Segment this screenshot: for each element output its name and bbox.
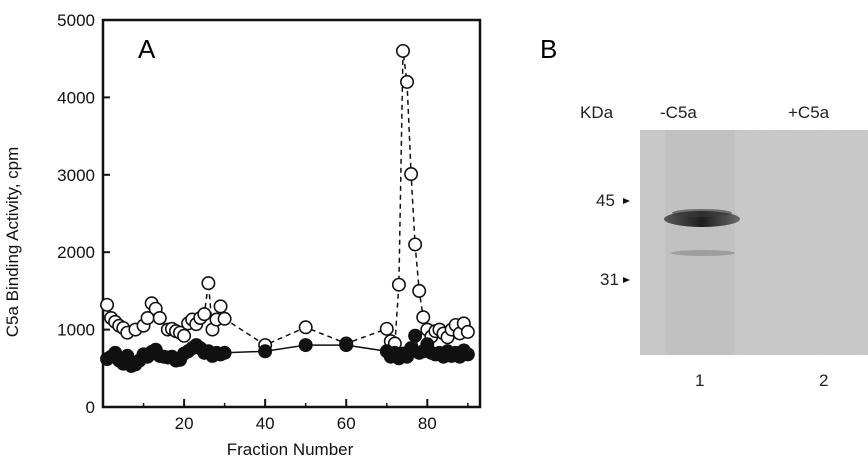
open-circle-point — [218, 313, 230, 325]
panel-b: B KDa -C5a +C5a 45 31 1 2 — [520, 0, 868, 462]
x-axis-title: Fraction Number — [227, 440, 354, 459]
y-tick-label: 2000 — [57, 243, 95, 262]
marker-45-arrow-icon — [623, 198, 630, 204]
filled-circle-point — [259, 345, 271, 357]
open-circle-point — [381, 323, 393, 335]
open-circle-point — [409, 238, 421, 250]
open-circle-point — [417, 311, 429, 323]
kda-label: KDa — [580, 103, 614, 122]
binding-activity-chart: 0 1000 2000 3000 4000 5000 20 40 60 80 A Fraction… — [0, 0, 500, 462]
western-blot-figure: B KDa -C5a +C5a 45 31 1 2 — [520, 0, 868, 462]
open-circle-point — [154, 312, 166, 324]
y-tick-label: 0 — [86, 398, 95, 417]
y-tick-label: 4000 — [57, 88, 95, 107]
open-circle-point — [462, 326, 474, 338]
filled-circle-point — [462, 348, 474, 360]
panel-a-label: A — [138, 34, 156, 64]
marker-31: 31 — [600, 270, 619, 289]
filled-circle-point — [409, 330, 421, 342]
series-open-circles — [101, 45, 474, 352]
dashed-series-line — [107, 51, 468, 345]
open-circle-point — [397, 45, 409, 57]
lane-number-2: 2 — [819, 371, 828, 390]
filled-circle-point — [299, 339, 311, 351]
lane-header-plus-c5a: +C5a — [788, 103, 830, 122]
filled-circle-point — [218, 347, 230, 359]
open-circle-point — [405, 168, 417, 180]
open-circle-point — [413, 285, 425, 297]
y-tick-label: 3000 — [57, 166, 95, 185]
y-tick-label: 1000 — [57, 321, 95, 340]
open-circle-point — [214, 300, 226, 312]
filled-circle-point — [340, 339, 352, 351]
marker-31-arrow-icon — [623, 277, 630, 283]
open-circle-point — [202, 277, 214, 289]
y-tick-label: 5000 — [57, 11, 95, 30]
x-tick-label: 20 — [175, 414, 194, 433]
faint-band-lane-1 — [671, 250, 735, 256]
lane-header-minus-c5a: -C5a — [660, 103, 697, 122]
x-tick-label: 40 — [256, 414, 275, 433]
x-tick-label: 60 — [337, 414, 356, 433]
gel-image — [640, 130, 868, 355]
open-circle-point — [393, 279, 405, 291]
panel-b-label: B — [540, 34, 557, 64]
band-45kda-upper-lane-1 — [672, 209, 732, 217]
open-circle-point — [401, 76, 413, 88]
lane-1-smear — [665, 130, 735, 355]
open-circle-point — [101, 299, 113, 311]
marker-45: 45 — [596, 191, 615, 210]
x-tick-label: 80 — [418, 414, 437, 433]
panel-a: 0 1000 2000 3000 4000 5000 20 40 60 80 A Fraction… — [0, 0, 500, 462]
y-axis-title: C5a Binding Activity, cpm — [3, 147, 22, 338]
lane-number-1: 1 — [695, 371, 704, 390]
open-circle-point — [178, 330, 190, 342]
open-circle-point — [198, 308, 210, 320]
open-circle-point — [299, 321, 311, 333]
